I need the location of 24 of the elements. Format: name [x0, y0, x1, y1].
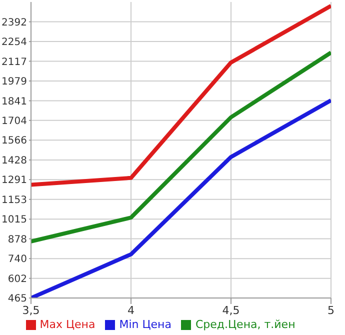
y-tick-label: 1015	[2, 214, 27, 226]
y-tick-label: 602	[8, 274, 27, 285]
y-tick-label: 1979	[2, 76, 27, 88]
y-tick-label: 1704	[2, 116, 27, 127]
y-tick-label: 1153	[2, 194, 27, 206]
x-tick-label: 4	[128, 304, 134, 317]
y-tick-label: 465	[8, 294, 27, 305]
x-tick-label: 4,5	[222, 304, 240, 317]
y-tick-label: 2117	[2, 56, 27, 68]
line-series	[31, 50, 331, 244]
legend-label: Max Цена	[40, 318, 96, 331]
line-series	[31, 4, 331, 187]
y-tick-label: 1428	[2, 156, 27, 167]
y-tick-label: 2254	[2, 37, 27, 48]
y-tick-label: 1841	[2, 96, 27, 108]
y-tick-label: 1291	[2, 175, 27, 186]
x-tick-label: 3,5	[22, 304, 40, 317]
y-tick-label: 878	[8, 234, 27, 246]
y-tick-label: 1566	[2, 136, 27, 147]
y-tick-label: 740	[8, 254, 27, 266]
x-tick-label: 5	[328, 304, 334, 317]
legend-label: Сред.Цена, т.йен	[195, 318, 296, 331]
y-tick-label: 2392	[2, 17, 27, 28]
legend-label: Min Цена	[119, 318, 172, 331]
